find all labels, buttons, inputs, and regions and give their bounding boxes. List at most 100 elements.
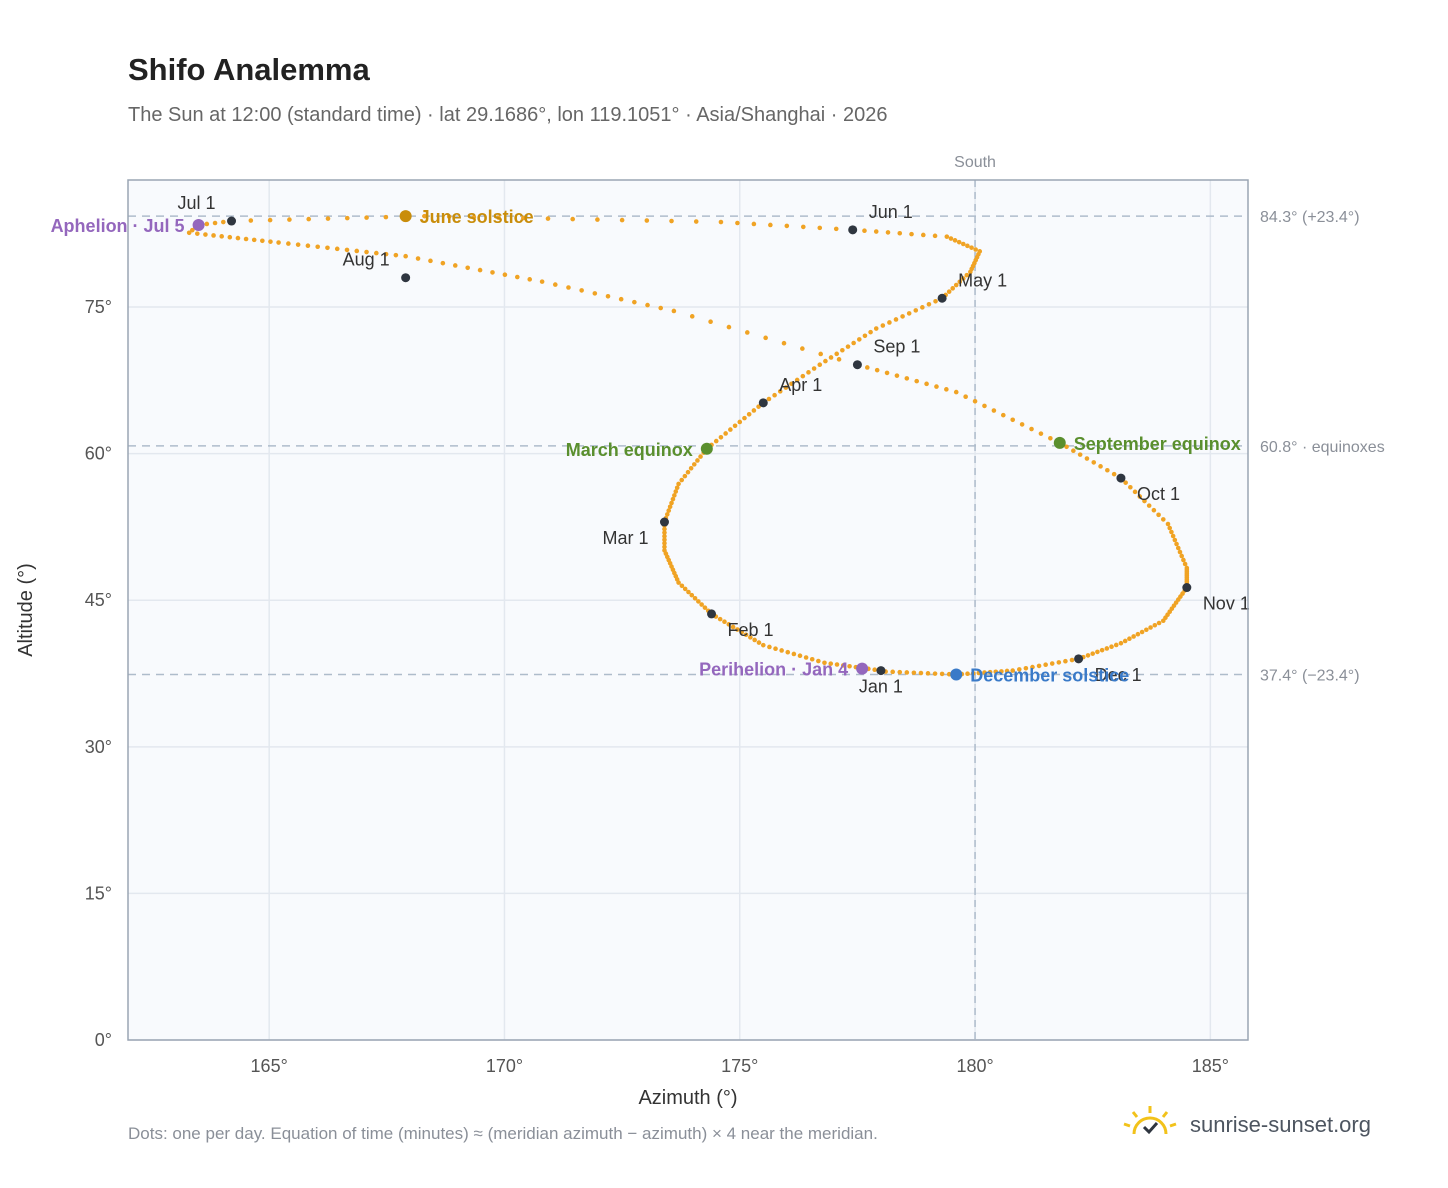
day-dot: [817, 225, 823, 231]
day-dot: [818, 351, 824, 357]
day-dot: [1123, 480, 1128, 485]
day-dot: [334, 246, 340, 252]
day-dot: [957, 279, 963, 285]
day-dot: [1004, 668, 1010, 674]
day-dot: [1064, 444, 1069, 450]
day-dot: [752, 637, 757, 643]
day-dot: [446, 214, 452, 219]
day-dot: [664, 512, 670, 517]
day-dot: [800, 373, 806, 379]
day-dot: [834, 662, 840, 667]
day-dot: [960, 276, 966, 281]
month-marker-label: Feb 1: [728, 620, 774, 640]
day-dot: [1142, 498, 1147, 504]
day-dot: [956, 239, 962, 245]
day-dot: [1156, 512, 1161, 518]
day-dot: [993, 669, 999, 675]
day-dot: [800, 224, 806, 230]
day-dot: [693, 219, 699, 224]
day-dot: [696, 599, 701, 604]
day-dot: [428, 258, 433, 264]
day-dot: [251, 237, 257, 243]
day-dot: [403, 253, 408, 259]
y-tick-label: 0°: [95, 1030, 112, 1050]
event-marker-label: Aphelion · Jul 5: [51, 216, 185, 236]
day-dot: [211, 233, 216, 238]
day-dot: [932, 233, 938, 239]
day-dot: [708, 319, 713, 325]
day-dot: [260, 238, 265, 244]
sun-check-icon: [1123, 1106, 1177, 1135]
day-dot: [924, 381, 929, 387]
day-dot: [735, 627, 740, 632]
day-dot: [777, 389, 783, 394]
day-dot: [783, 385, 789, 390]
day-dot: [465, 265, 470, 271]
day-dot: [730, 624, 736, 630]
day-dot: [539, 279, 545, 284]
day-dot: [779, 648, 784, 653]
day-dot: [1056, 660, 1062, 665]
month-marker-dot: [401, 273, 411, 283]
day-dot: [645, 302, 650, 308]
day-dot: [1023, 665, 1029, 671]
day-dot: [1000, 412, 1006, 418]
day-dot: [595, 217, 600, 222]
day-dot: [698, 454, 703, 459]
day-dot: [739, 629, 745, 635]
day-dot: [932, 671, 938, 676]
day-dot: [685, 469, 691, 475]
event-marker-dot: [856, 662, 869, 675]
day-dot: [527, 277, 533, 282]
day-dot: [1111, 471, 1117, 477]
event-marker-label: September equinox: [1074, 434, 1241, 454]
footnote: Dots: one per day. Equation of time (min…: [128, 1124, 878, 1143]
day-dot: [227, 234, 233, 240]
event-marker-dot: [1053, 436, 1066, 449]
day-dot: [1098, 464, 1103, 469]
day-dot: [1160, 618, 1166, 624]
day-dot: [914, 378, 920, 384]
day-dot: [789, 381, 794, 387]
month-marker-label: Aug 1: [343, 250, 390, 270]
month-marker-dot: [707, 609, 717, 619]
day-dot: [732, 423, 738, 429]
day-dot: [828, 355, 834, 360]
month-marker-dot: [1116, 473, 1126, 483]
day-dot: [471, 214, 477, 220]
month-marker-dot: [852, 360, 862, 370]
event-marker-label: December solstice: [970, 666, 1129, 686]
x-tick-label: 175°: [721, 1056, 758, 1076]
day-dot: [806, 370, 811, 375]
day-dot: [662, 530, 667, 535]
day-dot: [963, 394, 968, 399]
day-dot: [893, 317, 899, 322]
day-dot: [1182, 561, 1188, 567]
day-dot: [1036, 663, 1042, 669]
day-dot: [1160, 517, 1166, 522]
day-dot: [383, 214, 389, 220]
day-dot: [669, 500, 674, 506]
day-dot: [933, 298, 938, 304]
day-dot: [894, 373, 900, 378]
day-dot: [965, 243, 970, 249]
day-dot: [1038, 431, 1044, 436]
month-marker-label: Sep 1: [873, 337, 920, 357]
brand-logo[interactable]: sunrise-sunset.org: [1120, 1102, 1390, 1146]
day-dot: [897, 230, 903, 236]
day-dot: [1165, 521, 1171, 527]
day-dot: [422, 213, 427, 219]
month-markers: Jan 1 Feb 1 Mar 1 Apr 1 May 1 Jun 1 Jul 1 Aug 1…: [177, 193, 1249, 697]
y-tick-label: 30°: [85, 737, 112, 757]
day-dot: [811, 366, 817, 371]
day-dot: [856, 337, 862, 342]
day-dot: [987, 669, 993, 675]
day-dot: [644, 218, 650, 223]
day-dot: [768, 222, 773, 228]
day-dot: [1090, 651, 1096, 656]
day-dot: [689, 314, 695, 319]
day-dot: [1177, 549, 1183, 555]
month-marker-label: Dec 1: [1095, 665, 1142, 685]
month-marker-dot: [227, 216, 237, 226]
day-dot: [1099, 647, 1105, 653]
